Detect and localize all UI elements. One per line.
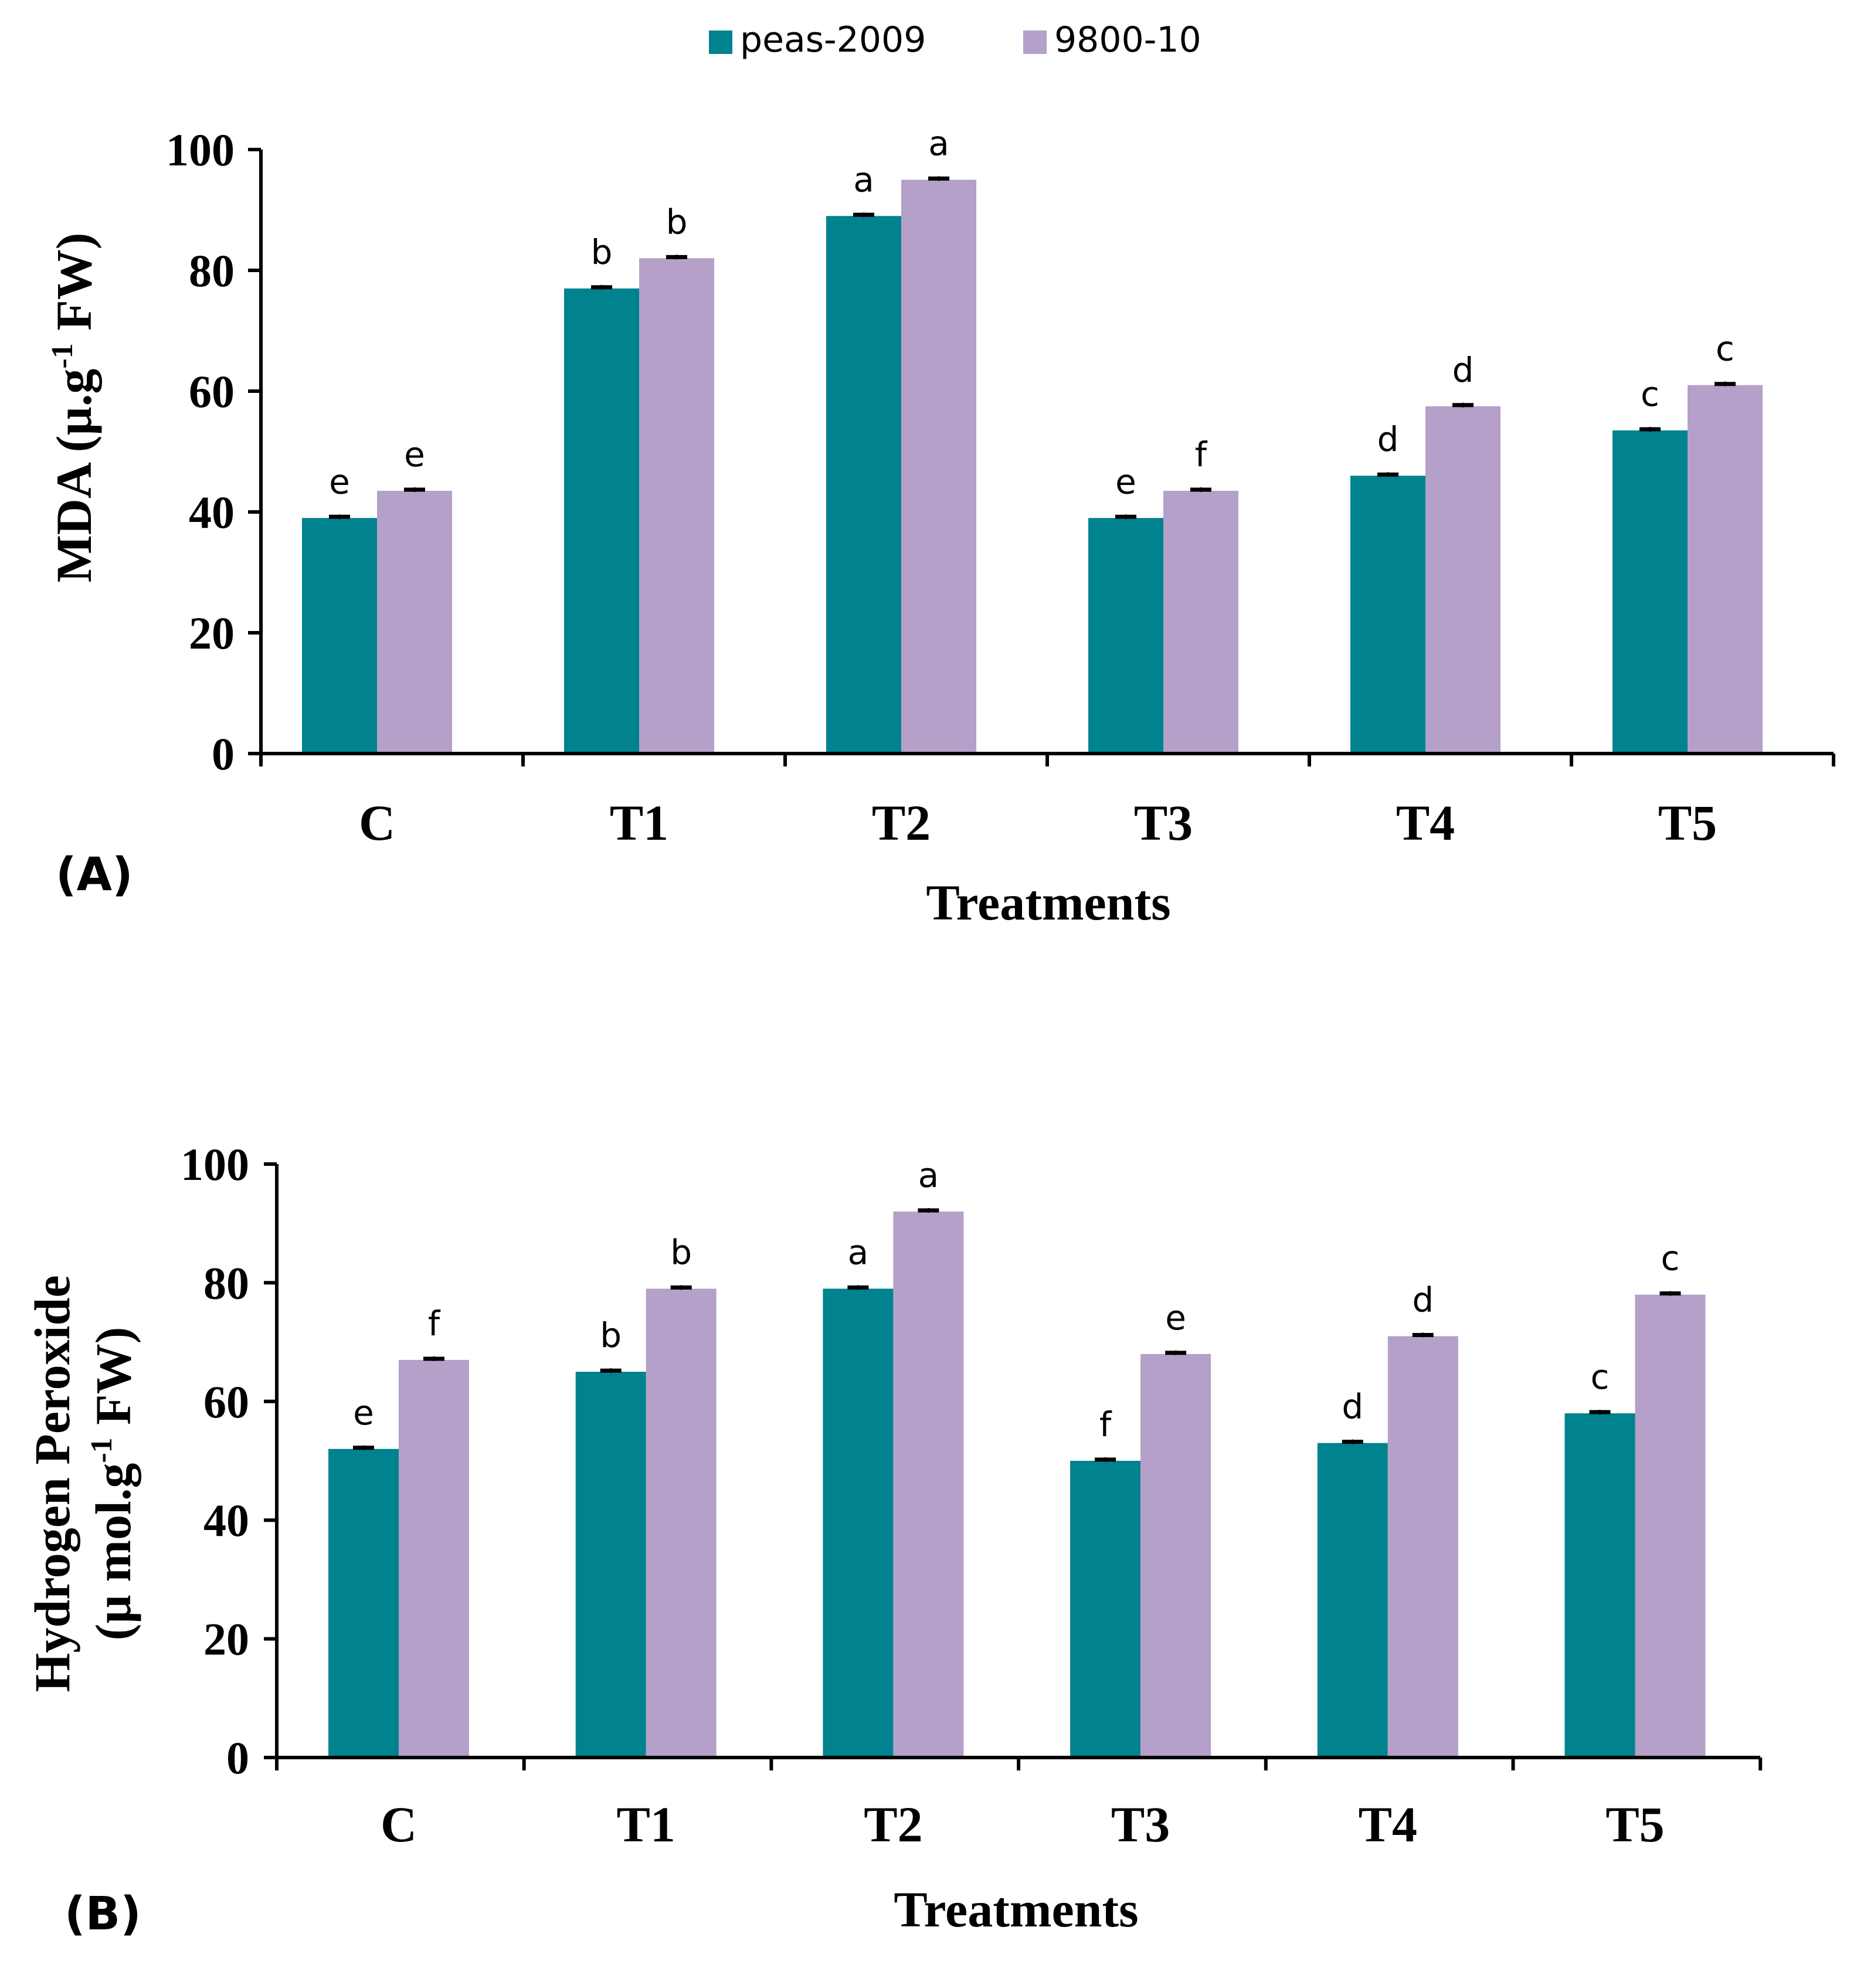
y-axis-label-b-line1: Hydrogen Peroxide [24, 1275, 80, 1692]
y-axis-label-a-sup: -1 [46, 343, 79, 368]
bar-a-T4-peas-2009 [1350, 476, 1425, 754]
panel-label-a: (A) [56, 849, 133, 901]
x-axis-label-a: Treatments [926, 874, 1170, 931]
sig-letter-a-T5-peas-2009: c [1641, 374, 1659, 414]
x-tick-label-a-T3: T3 [1134, 795, 1193, 851]
bar-b-T4-peas-2009 [1317, 1443, 1388, 1758]
bar-b-T5-9800-10 [1635, 1294, 1706, 1758]
bar-b-T1-9800-10 [646, 1288, 717, 1758]
panel-label-b: (B) [64, 1888, 141, 1940]
x-tick-label-b-C: C [381, 1796, 417, 1853]
bar-a-C-9800-10 [377, 490, 452, 754]
bar-a-T3-9800-10 [1163, 490, 1238, 754]
y-axis-label-b-post: FW) [85, 1327, 141, 1438]
sig-letter-a-T4-peas-2009: d [1377, 419, 1399, 459]
y-tick-label-b-40: 40 [203, 1495, 249, 1546]
y-tick-label-a-0: 0 [212, 728, 235, 779]
sig-letter-a-C-peas-2009: e [329, 462, 350, 501]
bar-b-T2-9800-10 [893, 1211, 964, 1758]
bar-b-T3-9800-10 [1140, 1353, 1211, 1758]
sig-letter-b-C-peas-2009: e [353, 1393, 374, 1433]
bar-a-T1-peas-2009 [564, 288, 639, 754]
y-axis-label-b-sup: -1 [85, 1437, 118, 1463]
y-tick-label-b-80: 80 [203, 1257, 249, 1308]
sig-letter-b-T3-9800-10: e [1165, 1298, 1186, 1338]
bar-b-T4-9800-10 [1387, 1336, 1458, 1758]
x-tick-label-a-T4: T4 [1396, 795, 1455, 851]
x-tick-label-a-T1: T1 [610, 795, 668, 851]
sig-letter-b-T5-peas-2009: c [1591, 1357, 1610, 1397]
sig-letter-a-T3-peas-2009: e [1115, 462, 1136, 501]
legend: peas-2009 9800-10 [709, 19, 1201, 60]
x-tick-label-a-T2: T2 [872, 795, 931, 851]
bar-a-T2-9800-10 [901, 179, 976, 754]
sig-letter-b-T2-peas-2009: a [848, 1233, 869, 1273]
sig-letter-a-C-9800-10: e [404, 435, 425, 474]
chart-panel-b: e f Cb b T1 a a T2 f e T3 d d T4 c c T5 0 20 40 60 80 100 [181, 1139, 1763, 1853]
y-tick-label-a-20: 20 [189, 608, 235, 659]
y-tick-label-b-20: 20 [203, 1614, 249, 1665]
bar-b-T2-peas-2009 [823, 1288, 894, 1758]
y-tick-label-b-0: 0 [226, 1732, 249, 1783]
y-axis-label-b: Hydrogen Peroxide [24, 1275, 80, 1692]
legend-label-9800-10: 9800-10 [1054, 19, 1201, 60]
sig-letter-a-T1-peas-2009: b [591, 232, 613, 272]
x-tick-label-b-T4: T4 [1359, 1796, 1417, 1853]
x-axis-label-b: Treatments [894, 1881, 1138, 1938]
bar-b-T3-peas-2009 [1070, 1461, 1141, 1758]
bar-a-T3-peas-2009 [1088, 518, 1163, 754]
sig-letter-a-T2-9800-10: a [928, 124, 949, 164]
x-tick-label-b-T3: T3 [1111, 1796, 1170, 1853]
bar-a-C-peas-2009 [302, 518, 377, 754]
sig-letter-a-T1-9800-10: b [666, 202, 688, 242]
bar-a-T5-peas-2009 [1612, 430, 1688, 754]
y-axis-label-a-post: FW) [46, 233, 102, 344]
bar-a-T4-9800-10 [1425, 406, 1500, 754]
y-axis-label-a: MDA (µ.g-1 FW) [46, 233, 102, 583]
sig-letter-b-T4-peas-2009: d [1342, 1387, 1363, 1427]
sig-letter-b-T3-peas-2009: f [1099, 1405, 1112, 1444]
sig-letter-b-T1-9800-10: b [670, 1233, 692, 1273]
sig-letter-a-T3-9800-10: f [1195, 435, 1208, 474]
x-tick-label-b-T5: T5 [1605, 1796, 1664, 1853]
y-tick-label-a-100: 100 [166, 124, 235, 175]
bar-a-T1-9800-10 [639, 258, 714, 754]
legend-swatch-9800-10 [1023, 30, 1047, 54]
x-tick-label-a-T5: T5 [1658, 795, 1717, 851]
sig-letter-b-C-9800-10: f [428, 1304, 441, 1344]
legend-swatch-peas-2009 [709, 30, 732, 54]
y-axis-label-b-2: (µ mol.g-1 FW) [85, 1327, 141, 1641]
y-tick-label-a-80: 80 [189, 245, 235, 296]
sig-letter-b-T1-peas-2009: b [600, 1315, 622, 1355]
bar-a-T5-9800-10 [1688, 385, 1763, 754]
legend-label-peas-2009: peas-2009 [740, 19, 926, 60]
sig-letter-a-T5-9800-10: c [1716, 329, 1734, 369]
sig-letter-b-T4-9800-10: d [1412, 1280, 1434, 1319]
sig-letter-b-T2-9800-10: a [918, 1155, 939, 1195]
y-axis-label-b-line2: (µ mol.g [85, 1463, 141, 1641]
sig-letter-a-T2-peas-2009: a [853, 160, 874, 199]
y-tick-label-a-60: 60 [189, 366, 235, 417]
y-tick-label-b-60: 60 [203, 1376, 249, 1427]
bar-b-T1-peas-2009 [575, 1372, 646, 1758]
x-tick-label-a-C: C [359, 795, 395, 851]
y-axis-label-a-main: MDA (µ.g [46, 369, 102, 583]
x-tick-label-b-T2: T2 [864, 1796, 922, 1853]
chart-panel-a: e e Cb b T1 a a T2 e f T3 d d T4 c c T5 0 20 40 60 80 100 [166, 124, 1835, 851]
bar-b-C-9800-10 [399, 1359, 469, 1758]
sig-letter-b-T5-9800-10: c [1661, 1239, 1680, 1278]
x-tick-label-b-T1: T1 [617, 1796, 675, 1853]
bar-b-T5-peas-2009 [1564, 1413, 1635, 1758]
bar-b-C-peas-2009 [328, 1448, 399, 1758]
sig-letter-a-T4-9800-10: d [1452, 350, 1474, 390]
y-tick-label-a-40: 40 [189, 487, 235, 538]
bar-a-T2-peas-2009 [826, 216, 901, 754]
y-tick-label-b-100: 100 [181, 1139, 249, 1190]
